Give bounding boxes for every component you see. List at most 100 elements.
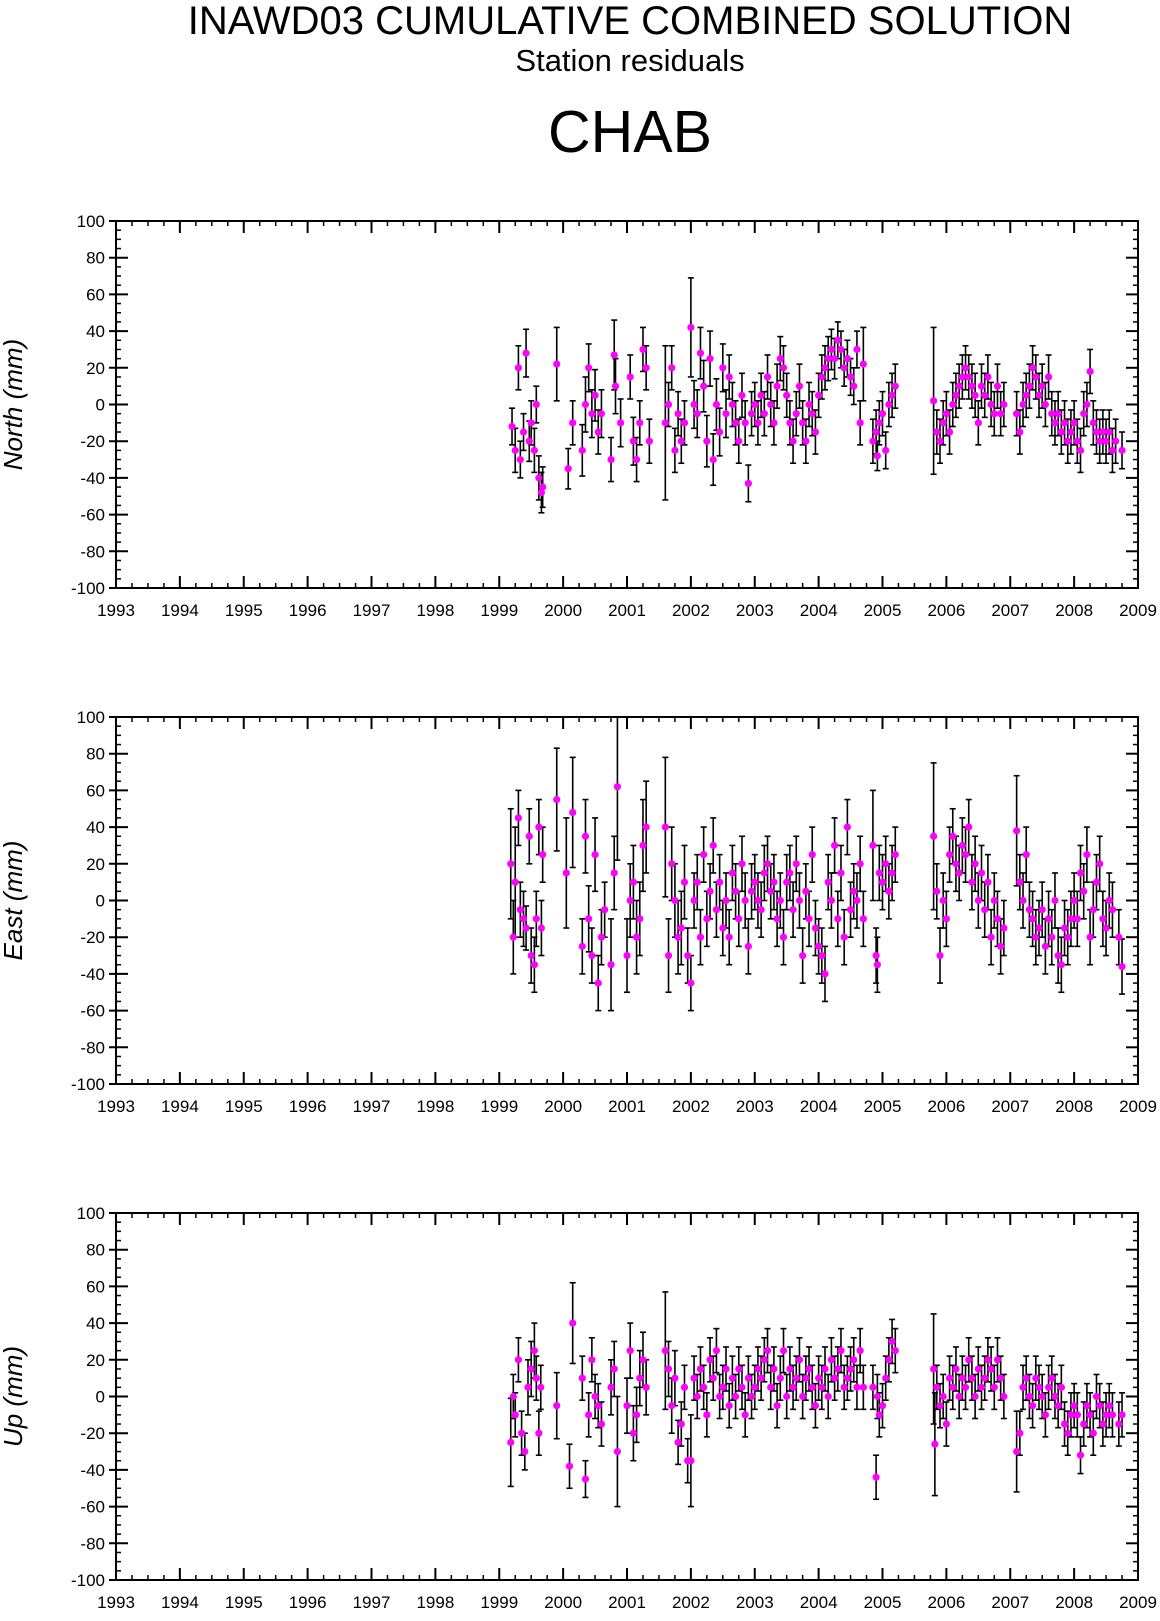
data-point bbox=[949, 1383, 957, 1391]
data-point bbox=[597, 1420, 606, 1428]
data-point bbox=[760, 869, 768, 877]
data-point bbox=[1083, 851, 1091, 859]
data-point bbox=[581, 1475, 590, 1483]
data-point bbox=[1108, 446, 1117, 454]
data-point bbox=[1057, 1383, 1065, 1391]
x-tick-label: 1993 bbox=[97, 601, 135, 620]
data-point bbox=[779, 933, 788, 941]
data-point bbox=[789, 906, 797, 914]
data-point bbox=[821, 970, 829, 978]
data-point bbox=[1076, 869, 1085, 877]
data-point bbox=[703, 437, 711, 445]
data-point bbox=[850, 887, 858, 895]
data-point bbox=[671, 1374, 679, 1382]
data-point bbox=[716, 1392, 724, 1401]
data-point bbox=[744, 1374, 752, 1382]
data-point bbox=[1038, 906, 1046, 914]
y-tick-label: -40 bbox=[80, 1461, 105, 1480]
data-point bbox=[856, 1347, 864, 1355]
data-point bbox=[1099, 1420, 1107, 1428]
data-point bbox=[873, 452, 881, 460]
data-point bbox=[1013, 827, 1021, 835]
data-point bbox=[773, 1402, 781, 1410]
data-point bbox=[1089, 419, 1097, 427]
data-point bbox=[1054, 1402, 1062, 1410]
x-tick-label: 2002 bbox=[672, 1097, 710, 1116]
data-point bbox=[840, 364, 848, 372]
data-point bbox=[626, 896, 634, 905]
data-point bbox=[834, 1365, 842, 1373]
data-point bbox=[1086, 933, 1094, 941]
data-point bbox=[597, 410, 606, 418]
data-point bbox=[802, 1374, 810, 1382]
data-point bbox=[974, 896, 982, 905]
data-point bbox=[735, 915, 743, 923]
data-point bbox=[594, 428, 602, 436]
data-point bbox=[757, 391, 765, 399]
data-point bbox=[1112, 437, 1120, 445]
data-point bbox=[930, 397, 938, 405]
data-point bbox=[751, 878, 759, 886]
data-point bbox=[588, 1356, 596, 1364]
chart-subtitle: Station residuals bbox=[515, 43, 745, 78]
data-point bbox=[754, 1365, 762, 1373]
y-tick-label: 40 bbox=[86, 818, 105, 837]
data-point bbox=[518, 1429, 526, 1437]
data-point bbox=[760, 1356, 768, 1364]
data-point bbox=[1080, 1420, 1088, 1428]
x-tick-label: 1993 bbox=[97, 1097, 135, 1116]
data-point bbox=[530, 961, 538, 969]
data-point bbox=[684, 951, 692, 960]
data-point bbox=[824, 878, 832, 886]
data-point bbox=[741, 419, 749, 427]
y-tick-label: 20 bbox=[86, 855, 105, 874]
data-point bbox=[968, 878, 976, 886]
data-point bbox=[677, 924, 685, 932]
data-point bbox=[869, 841, 877, 850]
data-point bbox=[696, 349, 705, 357]
data-point bbox=[525, 832, 533, 840]
data-point bbox=[735, 1365, 743, 1373]
y-tick-label: -60 bbox=[80, 1498, 105, 1517]
data-point bbox=[661, 823, 669, 831]
data-point bbox=[767, 887, 775, 895]
data-point bbox=[955, 1392, 963, 1401]
data-point bbox=[522, 349, 530, 357]
data-point bbox=[843, 355, 851, 363]
data-point bbox=[1099, 915, 1107, 923]
data-point bbox=[757, 906, 765, 914]
y-tick-label: 100 bbox=[77, 1204, 105, 1223]
data-point bbox=[945, 428, 954, 436]
data-point bbox=[786, 419, 794, 427]
data-point bbox=[731, 1392, 740, 1401]
data-point bbox=[1092, 878, 1101, 886]
data-point bbox=[687, 979, 695, 987]
x-tick-label: 2009 bbox=[1119, 1097, 1157, 1116]
data-point bbox=[945, 851, 954, 859]
data-point bbox=[1025, 1392, 1034, 1401]
y-tick-label: -20 bbox=[80, 1424, 105, 1443]
data-point bbox=[1025, 906, 1034, 914]
data-point bbox=[537, 1383, 545, 1391]
y-tick-label: -80 bbox=[80, 1038, 105, 1057]
data-point bbox=[1048, 1374, 1056, 1382]
data-point bbox=[885, 400, 893, 409]
data-point bbox=[1076, 1451, 1085, 1459]
data-point bbox=[869, 1383, 877, 1391]
data-point bbox=[786, 869, 794, 877]
data-point bbox=[1102, 437, 1110, 445]
data-point bbox=[1102, 924, 1110, 932]
data-point bbox=[958, 841, 966, 850]
x-tick-label: 2005 bbox=[864, 1097, 902, 1116]
data-point bbox=[885, 887, 893, 895]
data-point bbox=[1038, 1392, 1046, 1401]
data-point bbox=[703, 915, 711, 923]
data-point bbox=[1096, 860, 1104, 868]
data-point bbox=[613, 783, 622, 791]
data-point bbox=[617, 419, 625, 427]
data-point bbox=[786, 1365, 794, 1373]
data-point bbox=[1096, 1402, 1104, 1410]
data-point bbox=[690, 896, 698, 905]
data-point bbox=[875, 1411, 883, 1419]
data-point bbox=[795, 1356, 804, 1364]
